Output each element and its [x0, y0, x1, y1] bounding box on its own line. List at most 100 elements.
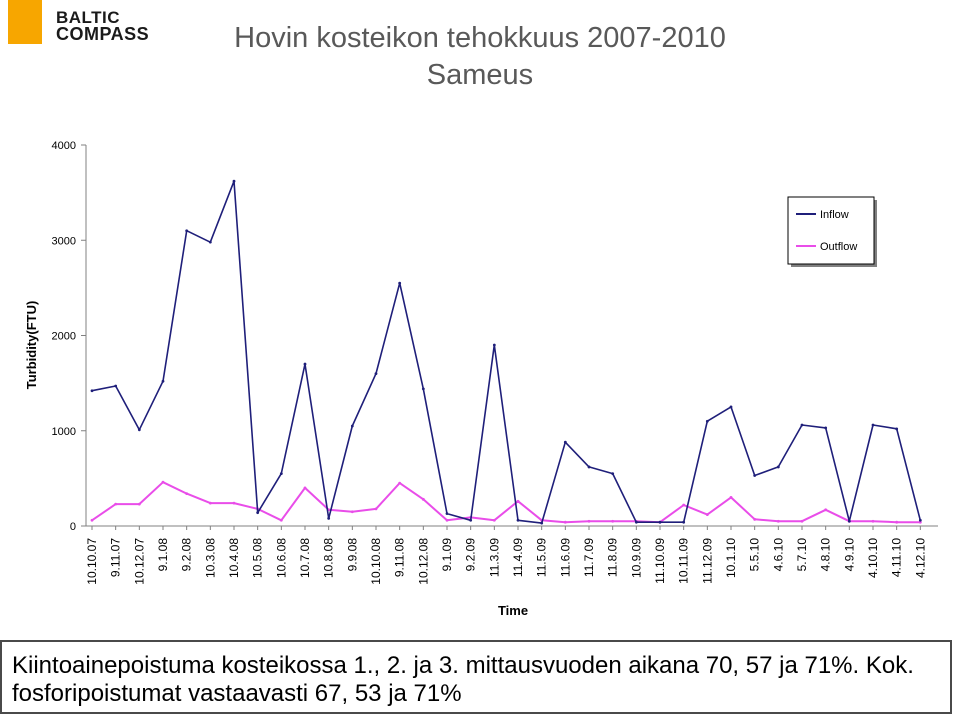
x-tick-label: 10.8.08: [322, 538, 336, 578]
x-tick-label: 9.9.08: [345, 538, 359, 572]
data-point-inflow: [137, 428, 141, 432]
series-line-inflow: [91, 180, 922, 524]
data-point-inflow: [398, 281, 402, 285]
data-point-inflow: [421, 387, 425, 391]
data-point-outflow: [800, 519, 804, 523]
baltic-compass-logo: BALTIC COMPASS: [56, 8, 166, 46]
logo-line1: BALTIC: [56, 8, 121, 27]
turbidity-chart: 0 1000 2000 3000 4000 10.10.07 9.11.07 10.12.0…: [24, 140, 938, 618]
data-point-outflow: [776, 519, 780, 523]
data-point-outflow: [90, 518, 94, 522]
data-point-inflow: [705, 419, 709, 423]
data-point-outflow: [587, 519, 591, 523]
x-tick-label: 10.11.09: [677, 538, 691, 584]
x-tick-label: 9.1.08: [156, 538, 170, 572]
caption-box: Kiintoainepoistuma kosteikossa 1., 2. ja…: [0, 640, 952, 714]
logo-line2: COMPASS: [56, 24, 150, 44]
data-point-inflow: [327, 516, 331, 520]
data-point-inflow: [800, 423, 804, 427]
data-point-inflow: [232, 179, 236, 183]
data-point-inflow: [634, 520, 638, 524]
data-point-inflow: [492, 343, 496, 347]
page-subtitle: Sameus: [426, 59, 534, 91]
data-point-outflow: [185, 492, 189, 496]
data-point-inflow: [350, 424, 354, 428]
data-point-inflow: [208, 240, 212, 244]
x-ticks: 10.10.07 9.11.07 10.12.07 9.1.08 9.2.08 10.3.…: [85, 526, 927, 585]
x-tick-label: 4.6.10: [771, 538, 785, 572]
x-tick-label: 5.7.10: [795, 538, 809, 572]
data-point-inflow: [374, 372, 378, 375]
data-point-outflow: [208, 501, 212, 505]
x-tick-label: 11.6.09: [558, 538, 572, 577]
data-point-inflow: [185, 229, 189, 233]
x-tick-label: 10.6.08: [274, 538, 288, 578]
y-ticks: 0 1000 2000 3000 4000: [52, 140, 86, 533]
data-point-outflow: [114, 502, 118, 506]
y-tick-label: 4000: [52, 140, 76, 152]
data-point-inflow: [682, 520, 686, 524]
data-point-outflow: [398, 481, 402, 485]
data-point-inflow: [611, 472, 615, 476]
data-point-inflow: [445, 512, 449, 516]
x-tick-label: 10.4.08: [227, 538, 241, 578]
x-tick-label: 4.10.10: [866, 538, 880, 578]
data-point-inflow: [918, 518, 922, 522]
data-point-inflow: [753, 474, 757, 477]
x-tick-label: 10.9.09: [629, 538, 643, 578]
x-tick-label: 5.5.10: [748, 538, 762, 572]
y-tick-label: 1000: [52, 426, 76, 438]
data-point-inflow: [90, 389, 94, 393]
x-tick-label: 11.5.09: [535, 538, 549, 577]
data-point-outflow: [161, 480, 165, 484]
data-point-inflow: [895, 427, 899, 431]
data-point-outflow: [445, 518, 449, 522]
x-tick-label: 10.12.08: [416, 538, 430, 585]
data-point-inflow: [114, 384, 118, 388]
x-tick-label: 11.7.09: [582, 538, 596, 577]
data-point-inflow: [847, 519, 851, 523]
data-point-outflow: [824, 508, 828, 512]
series-group: [90, 179, 922, 525]
data-point-inflow: [469, 518, 473, 522]
data-point-inflow: [540, 521, 544, 525]
x-tick-label: 10.7.08: [298, 538, 312, 578]
data-point-outflow: [563, 520, 567, 524]
data-point-inflow: [279, 472, 283, 476]
data-point-outflow: [705, 513, 709, 516]
x-tick-label: 9.11.08: [393, 538, 407, 577]
orange-square: [8, 0, 42, 44]
x-tick-label: 10.3.08: [203, 538, 217, 578]
x-tick-label: 10.10.07: [85, 538, 99, 585]
data-point-inflow: [824, 426, 828, 430]
data-point-outflow: [374, 507, 378, 511]
x-tick-label: 9.1.09: [440, 538, 454, 572]
x-tick-label: 10.10.08: [369, 538, 383, 585]
data-point-outflow: [871, 519, 875, 523]
data-point-outflow: [137, 502, 141, 506]
x-tick-label: 4.9.10: [842, 538, 856, 572]
x-tick-label: 4.12.10: [913, 538, 927, 578]
x-tick-label: 11.4.09: [511, 538, 525, 577]
data-point-outflow: [279, 518, 283, 522]
x-tick-label: 4.11.10: [890, 538, 904, 577]
data-point-outflow: [682, 503, 686, 507]
data-point-inflow: [303, 362, 307, 366]
data-point-inflow: [729, 405, 733, 409]
data-point-inflow: [776, 465, 780, 469]
x-tick-label: 11.3.09: [487, 538, 501, 577]
data-point-outflow: [753, 517, 757, 521]
data-point-inflow: [658, 520, 662, 524]
data-point-outflow: [492, 518, 496, 522]
x-tick-label: 11.10.09: [653, 538, 667, 584]
data-point-outflow: [350, 510, 354, 514]
x-axis-title: Time: [498, 603, 528, 618]
data-point-inflow: [161, 379, 165, 383]
data-point-outflow: [232, 501, 236, 505]
data-point-outflow: [611, 519, 615, 523]
data-point-outflow: [421, 497, 425, 501]
x-tick-label: 10.5.08: [251, 538, 265, 578]
x-tick-label: 10.1.10: [724, 538, 738, 578]
y-tick-label: 3000: [52, 235, 76, 247]
data-point-inflow: [871, 423, 875, 427]
